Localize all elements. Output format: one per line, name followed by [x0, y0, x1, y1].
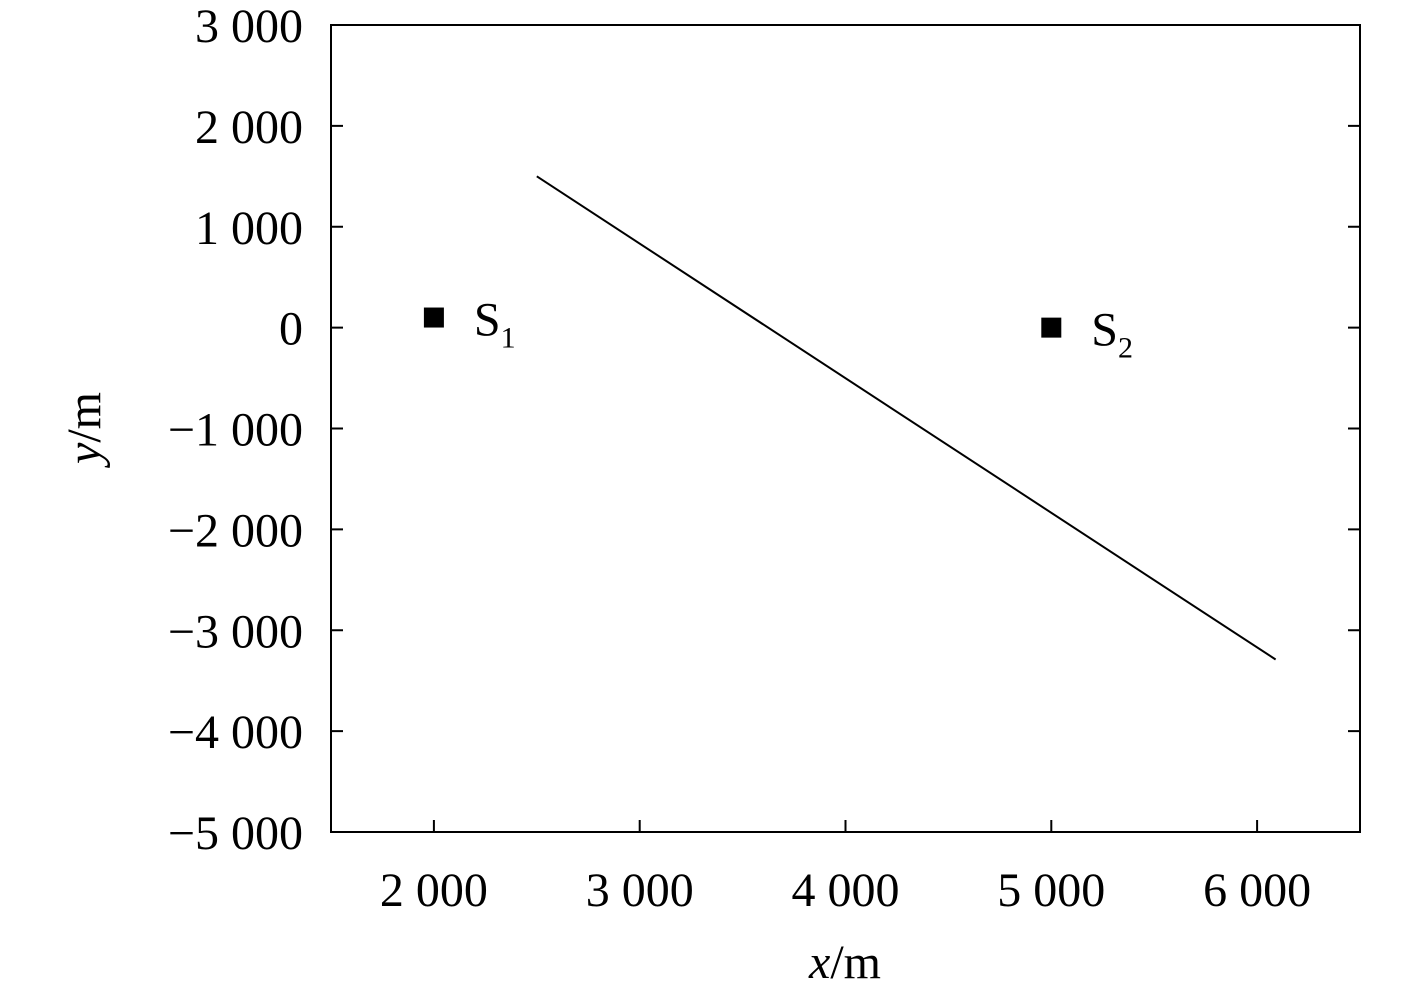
x-tick-label: 3 000 — [586, 864, 694, 917]
x-axis-label: x/m — [808, 936, 881, 989]
point-label-sub: 2 — [1118, 332, 1133, 365]
y-tick-label: −2 000 — [168, 504, 303, 557]
y-tick-label: 0 — [279, 303, 303, 356]
point-marker — [423, 307, 444, 328]
x-axis-var: x — [808, 936, 830, 989]
x-tick-label: 4 000 — [792, 864, 900, 917]
point-label-main: S — [1091, 304, 1118, 357]
y-tick-label: −3 000 — [168, 605, 303, 658]
x-axis-unit: /m — [830, 936, 881, 989]
y-tick-label: −4 000 — [168, 706, 303, 759]
point-label: S2 — [1091, 304, 1133, 365]
point-marker — [1041, 317, 1062, 338]
point-label: S1 — [474, 294, 516, 355]
y-tick-label: −5 000 — [168, 807, 303, 860]
y-axis-unit: /m — [58, 392, 111, 443]
y-tick-label: 3 000 — [195, 0, 303, 53]
y-axis-label: y/m — [58, 392, 111, 469]
y-tick-label: 2 000 — [195, 101, 303, 154]
x-tick-label: 5 000 — [997, 864, 1105, 917]
point-label-main: S — [474, 294, 501, 347]
line-series — [536, 175, 1277, 661]
x-tick-label: 2 000 — [380, 864, 488, 917]
point-label-sub: 1 — [501, 322, 516, 355]
y-axis-var: y — [58, 442, 111, 469]
x-tick-label: 6 000 — [1203, 864, 1311, 917]
y-tick-label: −1 000 — [168, 404, 303, 457]
y-tick-label: 1 000 — [195, 202, 303, 255]
plot-frame — [330, 24, 1361, 833]
